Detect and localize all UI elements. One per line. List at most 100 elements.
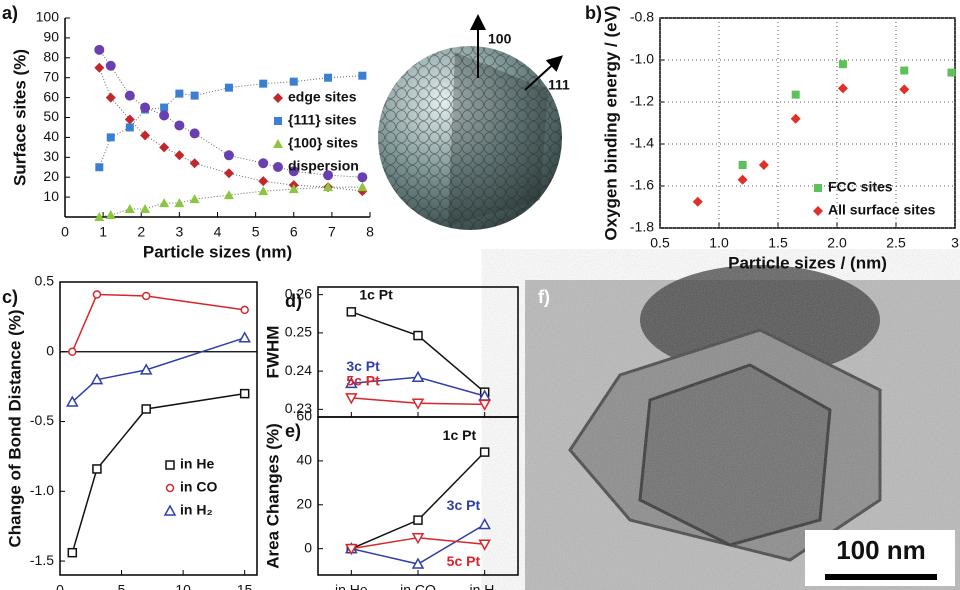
- y-tick-label: -0.5: [30, 412, 54, 428]
- marker: [174, 120, 184, 130]
- marker: [414, 332, 422, 340]
- marker: [259, 80, 267, 88]
- x-tick-label: 1.5: [768, 235, 788, 251]
- marker: [814, 184, 822, 192]
- x-tick-label: 2.5: [886, 235, 906, 251]
- x-tick-label: in H₂: [469, 582, 499, 590]
- series-label: 5c Pt: [346, 373, 380, 389]
- marker: [167, 485, 174, 492]
- x-tick-label: 1: [99, 224, 107, 240]
- y-tick-label: -1.5: [30, 552, 54, 568]
- marker: [160, 104, 168, 112]
- marker: [93, 291, 100, 298]
- legend-label: in He: [180, 456, 214, 472]
- x-axis-label: Particle sizes (nm): [143, 242, 292, 261]
- marker: [140, 103, 150, 113]
- x-tick-label: 5: [118, 582, 126, 590]
- y-tick-label: 0: [304, 539, 312, 555]
- marker: [94, 45, 104, 55]
- marker: [69, 348, 76, 355]
- x-tick-label: in CO: [400, 582, 436, 590]
- y-tick-label: -0.8: [630, 9, 654, 25]
- legend-label: FCC sites: [828, 179, 893, 195]
- panel-label: f): [538, 287, 550, 307]
- marker: [839, 60, 847, 68]
- marker: [900, 67, 908, 75]
- marker: [273, 93, 283, 103]
- marker: [125, 204, 135, 213]
- marker: [159, 198, 169, 207]
- y-tick-label: 100: [36, 9, 60, 25]
- x-tick-label: 2.0: [827, 235, 847, 251]
- y-tick-label: 30: [43, 148, 59, 164]
- marker: [143, 292, 150, 299]
- marker: [413, 372, 423, 381]
- y-tick-label: -1.0: [30, 482, 54, 498]
- marker: [357, 172, 367, 182]
- marker: [241, 390, 249, 398]
- x-tick-label: 5: [252, 224, 260, 240]
- x-axis-label: Particle sizes / (nm): [728, 253, 887, 272]
- marker: [140, 204, 150, 213]
- marker: [739, 161, 747, 169]
- marker: [738, 175, 748, 185]
- marker: [791, 114, 801, 124]
- marker: [480, 520, 490, 529]
- marker: [175, 90, 183, 98]
- y-tick-label: 0.24: [285, 362, 312, 378]
- plot-frame: [660, 18, 955, 228]
- y-axis-label: Area Changes (%): [263, 423, 282, 568]
- x-tick-label: 0: [61, 224, 69, 240]
- x-tick-label: 2: [137, 224, 145, 240]
- plot-frame: [60, 282, 257, 575]
- series-line: [72, 295, 244, 352]
- marker: [759, 160, 769, 170]
- marker: [273, 139, 283, 148]
- figure: 102030405060708090100012345678Particle s…: [0, 0, 960, 590]
- x-tick-label: 0.5: [650, 235, 670, 251]
- annotation: 100: [488, 31, 512, 47]
- marker: [159, 111, 169, 121]
- marker: [792, 91, 800, 99]
- y-tick-label: 90: [43, 29, 59, 45]
- marker: [68, 549, 76, 557]
- legend-label: in CO: [180, 479, 217, 495]
- marker: [106, 61, 116, 71]
- annotation: 111: [548, 77, 570, 93]
- marker: [191, 92, 199, 100]
- y-tick-label: 20: [296, 495, 312, 511]
- legend-label: All surface sites: [828, 202, 936, 218]
- marker: [324, 74, 332, 82]
- marker: [224, 168, 234, 178]
- marker: [190, 128, 200, 138]
- panel-label: a): [2, 3, 18, 23]
- scale-bar-label: 100 nm: [836, 535, 926, 565]
- legend-label: {100} sites: [288, 135, 358, 151]
- panel-label: d): [285, 291, 302, 311]
- legend-label: in H₂: [180, 502, 213, 518]
- y-tick-label: -1.8: [630, 219, 654, 235]
- marker: [165, 506, 175, 515]
- legend-label: edge sites: [288, 89, 357, 105]
- marker: [126, 123, 134, 131]
- marker: [166, 461, 174, 469]
- marker: [273, 162, 283, 172]
- y-tick-label: 40: [43, 128, 59, 144]
- marker: [290, 78, 298, 86]
- y-tick-label: 0.5: [35, 273, 55, 289]
- y-tick-label: 40: [296, 452, 312, 468]
- series-label: 3c Pt: [447, 497, 481, 513]
- marker: [125, 114, 135, 124]
- y-tick-label: 70: [43, 68, 59, 84]
- y-tick-label: -1.6: [630, 177, 654, 193]
- marker: [480, 540, 490, 549]
- x-tick-label: 1.0: [709, 235, 729, 251]
- series-label: 1c Pt: [359, 287, 393, 303]
- marker: [93, 465, 101, 473]
- marker: [190, 158, 200, 168]
- x-tick-label: 0: [56, 582, 64, 590]
- marker: [358, 72, 366, 80]
- marker: [347, 308, 355, 316]
- x-tick-label: 10: [175, 582, 191, 590]
- x-tick-label: 6: [290, 224, 298, 240]
